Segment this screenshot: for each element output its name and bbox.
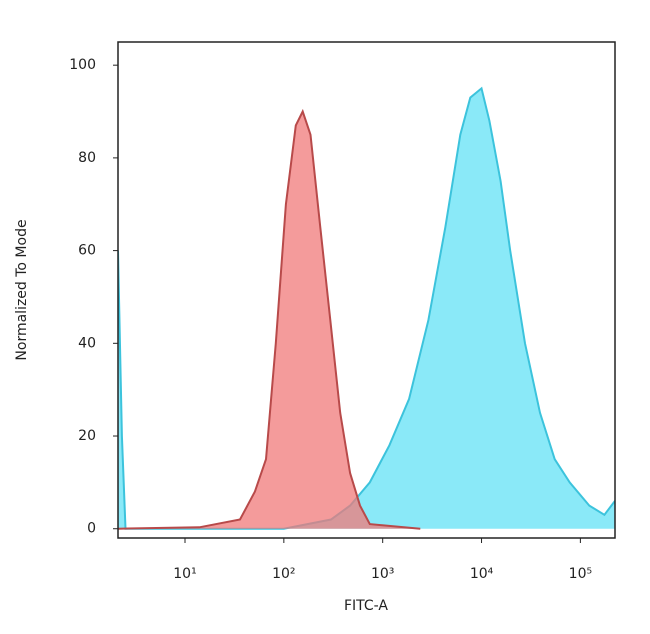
y-tick-label: 40: [78, 335, 96, 351]
y-tick-label: 100: [69, 57, 96, 73]
y-tick-label: 0: [87, 521, 96, 537]
area-fill: [118, 88, 615, 529]
x-tick-label: 10¹: [173, 566, 196, 582]
y-tick-label: 80: [78, 150, 96, 166]
x-tick-label: 10³: [371, 566, 394, 582]
x-tick-label: 10⁵: [569, 566, 592, 582]
x-axis-label: FITC-A: [344, 598, 388, 614]
y-tick-label: 60: [78, 243, 96, 259]
y-axis-label: Normalized To Mode: [14, 219, 30, 360]
plot-frame: [117, 41, 616, 539]
area-line: [118, 108, 421, 530]
x-tick-label: 10⁴: [470, 566, 494, 582]
y-tick-label: 20: [78, 428, 96, 444]
x-tick-label: 10²: [272, 566, 295, 582]
area-fill: [118, 111, 421, 529]
